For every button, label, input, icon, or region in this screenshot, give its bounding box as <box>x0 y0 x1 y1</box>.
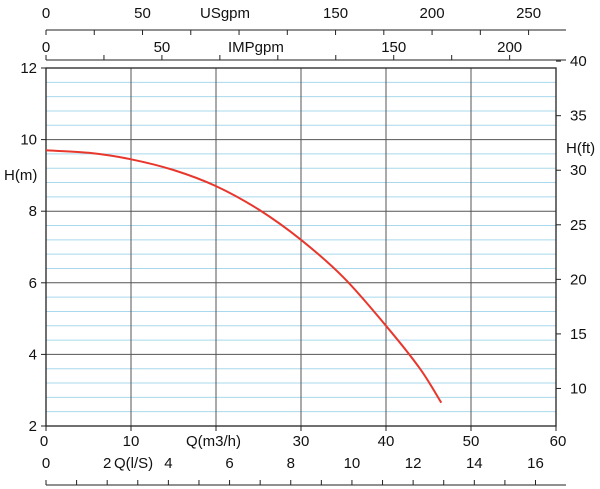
x-tick-label: 30 <box>293 433 310 450</box>
x-tick-label: 50 <box>463 433 480 450</box>
left-tick-label: 10 <box>20 132 37 149</box>
usgpm-tick-label: 250 <box>516 5 541 22</box>
ls-tick-label: 0 <box>42 455 50 472</box>
x-tick-label: 60 <box>550 433 567 450</box>
x-axis-title: Q(m3/h) <box>186 433 241 450</box>
right-tick-label: 25 <box>570 217 587 234</box>
ls-tick-label: 12 <box>405 455 422 472</box>
series-layer <box>45 149 443 404</box>
ls-tick-label: 2 <box>103 455 111 472</box>
bottom-ls-axis-title: Q(l/S) <box>114 455 153 472</box>
impgpm-tick-label: 50 <box>154 39 171 56</box>
x-tick-label: 0 <box>40 433 48 450</box>
pump-curve-line <box>45 149 443 404</box>
ls-tick-label: 8 <box>287 455 295 472</box>
left-tick-label: 4 <box>29 346 37 363</box>
right-tick-label: 15 <box>570 326 587 343</box>
axes <box>41 29 566 486</box>
right-tick-label: 35 <box>570 108 587 125</box>
impgpm-tick-label: 200 <box>497 39 522 56</box>
right-tick-label: 30 <box>570 162 587 179</box>
right-tick-label: 10 <box>570 380 587 397</box>
top-usgpm-axis-title: USgpm <box>200 5 250 22</box>
top-impgpm-axis-title: IMPgpm <box>228 39 284 56</box>
impgpm-tick-label: 0 <box>42 39 50 56</box>
x-tick-label: 10 <box>123 433 140 450</box>
left-tick-label: 2 <box>29 418 37 435</box>
left-axis-title: H(m) <box>4 167 37 184</box>
ls-tick-label: 6 <box>225 455 233 472</box>
right-tick-label: 20 <box>570 271 587 288</box>
ls-tick-label: 4 <box>164 455 172 472</box>
left-tick-label: 12 <box>20 60 37 77</box>
major-gridlines <box>46 68 556 426</box>
ls-tick-label: 16 <box>527 455 544 472</box>
usgpm-tick-label: 150 <box>323 5 348 22</box>
usgpm-tick-label: 200 <box>420 5 445 22</box>
usgpm-tick-label: 50 <box>134 5 151 22</box>
left-tick-label: 8 <box>29 203 37 220</box>
right-tick-label: 40 <box>570 53 587 70</box>
usgpm-tick-label: 0 <box>42 5 50 22</box>
right-axis-title: H(ft) <box>566 140 595 157</box>
x-tick-label: 40 <box>378 433 395 450</box>
left-tick-label: 6 <box>29 275 37 292</box>
ls-tick-label: 10 <box>344 455 361 472</box>
impgpm-tick-label: 150 <box>381 39 406 56</box>
ls-tick-label: 14 <box>466 455 483 472</box>
